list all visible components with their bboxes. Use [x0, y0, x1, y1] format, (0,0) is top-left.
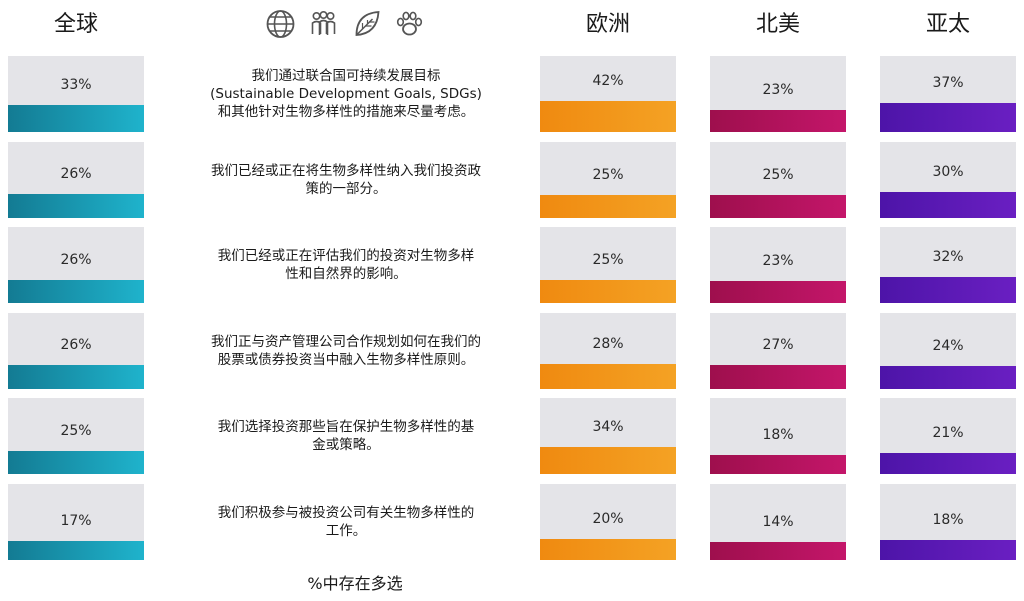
bar-global — [8, 365, 144, 389]
bar-north-america — [710, 110, 846, 132]
bar-cell-asia-pacific: 32% — [880, 227, 1016, 303]
data-label-north-america: 23% — [762, 253, 794, 270]
bar-europe — [540, 446, 676, 474]
chart-row: 25% 34% 18% 21% 我们选择投资那些旨在保护生物多样性的基 金或策略。 — [0, 398, 1024, 474]
chart-row: 17% 20% 14% 18% 我们积极参与被投资公司有关生物多样性的 工作。 — [0, 483, 1024, 560]
bar-asia-pacific — [880, 453, 1016, 474]
bar-north-america — [710, 364, 846, 389]
data-label-global: 26% — [60, 166, 92, 183]
bar-europe — [540, 101, 676, 132]
bar-north-america — [710, 281, 846, 303]
bar-asia-pacific — [880, 103, 1016, 132]
bar-cell-north-america: 25% — [710, 141, 846, 218]
header-asia-pacific: 亚太 — [925, 12, 970, 37]
bar-north-america — [710, 194, 846, 218]
statement-label: 我们已经或正在评估我们的投资对生物多样 性和自然界的影响。 — [217, 248, 475, 282]
bar-europe — [540, 280, 676, 303]
bar-cell-global: 26% — [8, 227, 144, 303]
bar-cell-global: 33% — [8, 56, 144, 132]
bar-europe — [540, 194, 676, 218]
bar-cell-europe: 25% — [540, 141, 676, 218]
data-label-north-america: 18% — [762, 426, 794, 443]
data-label-europe: 25% — [592, 252, 624, 269]
bar-cell-north-america: 14% — [710, 483, 846, 560]
bar-cell-europe: 28% — [540, 312, 676, 389]
bar-cell-europe: 25% — [540, 227, 676, 303]
data-label-global: 26% — [60, 251, 92, 268]
bar-asia-pacific — [880, 192, 1016, 218]
data-label-north-america: 23% — [762, 82, 794, 99]
footnote: %中存在多选 — [307, 574, 403, 593]
data-label-europe: 20% — [592, 511, 624, 528]
bar-global — [8, 194, 144, 218]
chart-row: 33% 42% 23% 37% 我们通过联合国可持续发展目标 (Sustainable … — [0, 56, 1024, 132]
bar-global — [8, 540, 144, 560]
bar-cell-north-america: 23% — [710, 56, 846, 132]
bar-cell-europe: 20% — [540, 483, 676, 560]
bar-cell-north-america: 27% — [710, 312, 846, 389]
bar-cell-asia-pacific: 18% — [880, 483, 1016, 560]
data-label-europe: 34% — [592, 418, 624, 435]
chart-row: 26% 25% 23% 32% 我们已经或正在评估我们的投资对生物多样 性和自然界的影响… — [0, 227, 1024, 303]
people-icon — [307, 8, 340, 40]
bar-cell-north-america: 18% — [710, 398, 846, 474]
data-label-global: 25% — [60, 423, 92, 440]
data-label-asia-pacific: 21% — [932, 425, 964, 442]
header-europe: 欧洲 — [585, 12, 630, 37]
header-north-america: 北美 — [755, 12, 800, 37]
data-label-global: 33% — [60, 77, 92, 94]
bar-global — [8, 451, 144, 474]
bar-north-america — [710, 541, 846, 560]
data-label-asia-pacific: 30% — [932, 164, 964, 181]
data-label-north-america: 25% — [762, 166, 794, 183]
bar-cell-asia-pacific: 21% — [880, 398, 1016, 474]
chart-row: 26% 25% 25% 30% 我们已经或正在将生物多样性纳入我们投资政 策的一部分。 — [0, 141, 1024, 218]
data-label-asia-pacific: 18% — [932, 512, 964, 529]
data-label-europe: 25% — [592, 166, 624, 183]
chart-row: 26% 28% 27% 24% 我们正与资产管理公司合作规划如何在我们的 股票或债券投资… — [0, 312, 1024, 389]
header-global: 全球 — [53, 12, 98, 37]
bar-cell-asia-pacific: 37% — [880, 56, 1016, 132]
data-label-north-america: 14% — [762, 513, 794, 530]
statement-label: 我们已经或正在将生物多样性纳入我们投资政 策的一部分。 — [211, 162, 481, 197]
paw-icon — [393, 8, 426, 40]
bar-cell-asia-pacific: 24% — [880, 312, 1016, 389]
data-label-asia-pacific: 37% — [932, 75, 964, 92]
data-label-asia-pacific: 32% — [932, 248, 964, 265]
bar-asia-pacific — [880, 366, 1016, 389]
data-label-north-america: 27% — [762, 336, 794, 353]
data-label-global: 26% — [60, 337, 92, 354]
bar-cell-asia-pacific: 30% — [880, 141, 1016, 218]
bar-cell-europe: 34% — [540, 398, 676, 474]
bar-global — [8, 105, 144, 132]
bar-north-america — [710, 454, 846, 474]
bar-asia-pacific — [880, 540, 1016, 560]
bar-cell-north-america: 23% — [710, 227, 846, 303]
data-label-asia-pacific: 24% — [932, 338, 964, 355]
bar-cell-global: 17% — [8, 483, 144, 560]
bar-cell-europe: 42% — [540, 56, 676, 132]
bar-global — [8, 279, 144, 303]
statement-label: 我们通过联合国可持续发展目标 (Sustainable Development … — [210, 68, 482, 120]
leaf-icon — [350, 8, 383, 40]
data-label-europe: 28% — [592, 336, 624, 353]
globe-icon — [264, 8, 297, 40]
statement-label: 我们积极参与被投资公司有关生物多样性的 工作。 — [217, 504, 475, 539]
bar-cell-global: 26% — [8, 141, 144, 218]
statement-label: 我们正与资产管理公司合作规划如何在我们的 股票或债券投资当中融入生物多样性原则。 — [211, 333, 481, 368]
bar-cell-global: 25% — [8, 398, 144, 474]
data-label-global: 17% — [60, 512, 92, 529]
bar-europe — [540, 539, 676, 560]
data-label-europe: 42% — [592, 73, 624, 90]
statement-label: 我们选择投资那些旨在保护生物多样性的基 金或策略。 — [217, 419, 475, 453]
icon-group — [264, 8, 436, 40]
bar-cell-global: 26% — [8, 312, 144, 389]
bar-asia-pacific — [880, 276, 1016, 303]
bar-europe — [540, 364, 676, 389]
